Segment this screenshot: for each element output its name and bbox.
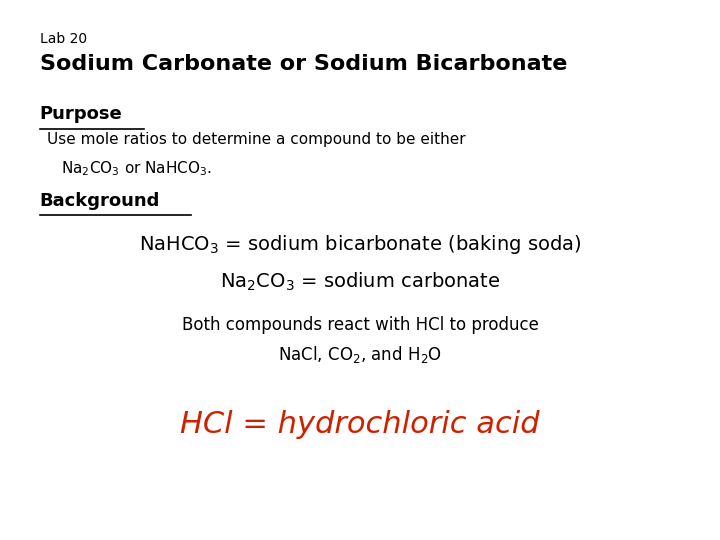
Text: Purpose: Purpose <box>40 105 122 123</box>
Text: NaCl, CO$_2$, and H$_2$O: NaCl, CO$_2$, and H$_2$O <box>278 344 442 365</box>
Text: Lab 20: Lab 20 <box>40 32 86 46</box>
Text: Both compounds react with HCl to produce: Both compounds react with HCl to produce <box>181 316 539 334</box>
Text: Sodium Carbonate or Sodium Bicarbonate: Sodium Carbonate or Sodium Bicarbonate <box>40 54 567 74</box>
Text: Background: Background <box>40 192 160 210</box>
Text: Na$_2$CO$_3$ = sodium carbonate: Na$_2$CO$_3$ = sodium carbonate <box>220 271 500 293</box>
Text: Na$_2$CO$_3$ or NaHCO$_3$.: Na$_2$CO$_3$ or NaHCO$_3$. <box>61 159 212 178</box>
Text: Use mole ratios to determine a compound to be either: Use mole ratios to determine a compound … <box>47 132 465 147</box>
Text: NaHCO$_3$ = sodium bicarbonate (baking soda): NaHCO$_3$ = sodium bicarbonate (baking s… <box>139 233 581 256</box>
Text: HCl = hydrochloric acid: HCl = hydrochloric acid <box>180 410 540 440</box>
